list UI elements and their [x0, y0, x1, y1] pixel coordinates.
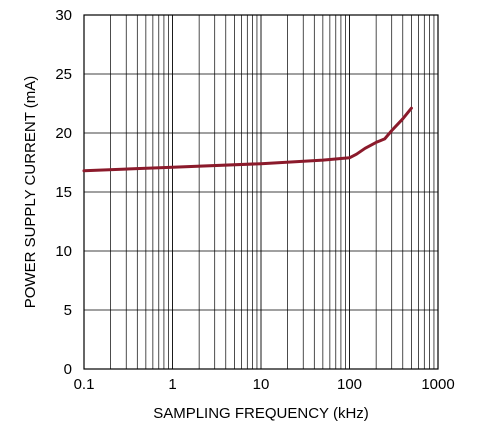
x-tick-label: 0.1 [74, 376, 95, 393]
y-axis-label: POWER SUPPLY CURRENT (mA) [22, 76, 39, 309]
x-tick-label: 100 [337, 376, 362, 393]
grid-lines [84, 15, 438, 369]
y-tick-labels: 0 5 10 15 20 25 30 [55, 7, 72, 378]
x-tick-label: 1 [168, 376, 176, 393]
x-tick-label: 1000 [421, 376, 454, 393]
y-tick-label: 15 [55, 184, 72, 201]
x-tick-labels: 0.1 1 10 100 1000 [74, 376, 455, 393]
y-tick-label: 5 [64, 302, 72, 319]
series-line [82, 106, 413, 173]
plot-frame [83, 14, 439, 370]
y-tick-label: 0 [64, 361, 72, 378]
y-tick-label: 30 [55, 7, 72, 24]
x-axis-label: SAMPLING FREQUENCY (kHz) [153, 405, 369, 422]
x-tick-label: 10 [253, 376, 270, 393]
y-tick-label: 25 [55, 66, 72, 83]
series-group [82, 106, 413, 173]
y-tick-label: 20 [55, 125, 72, 142]
y-tick-label: 10 [55, 243, 72, 260]
